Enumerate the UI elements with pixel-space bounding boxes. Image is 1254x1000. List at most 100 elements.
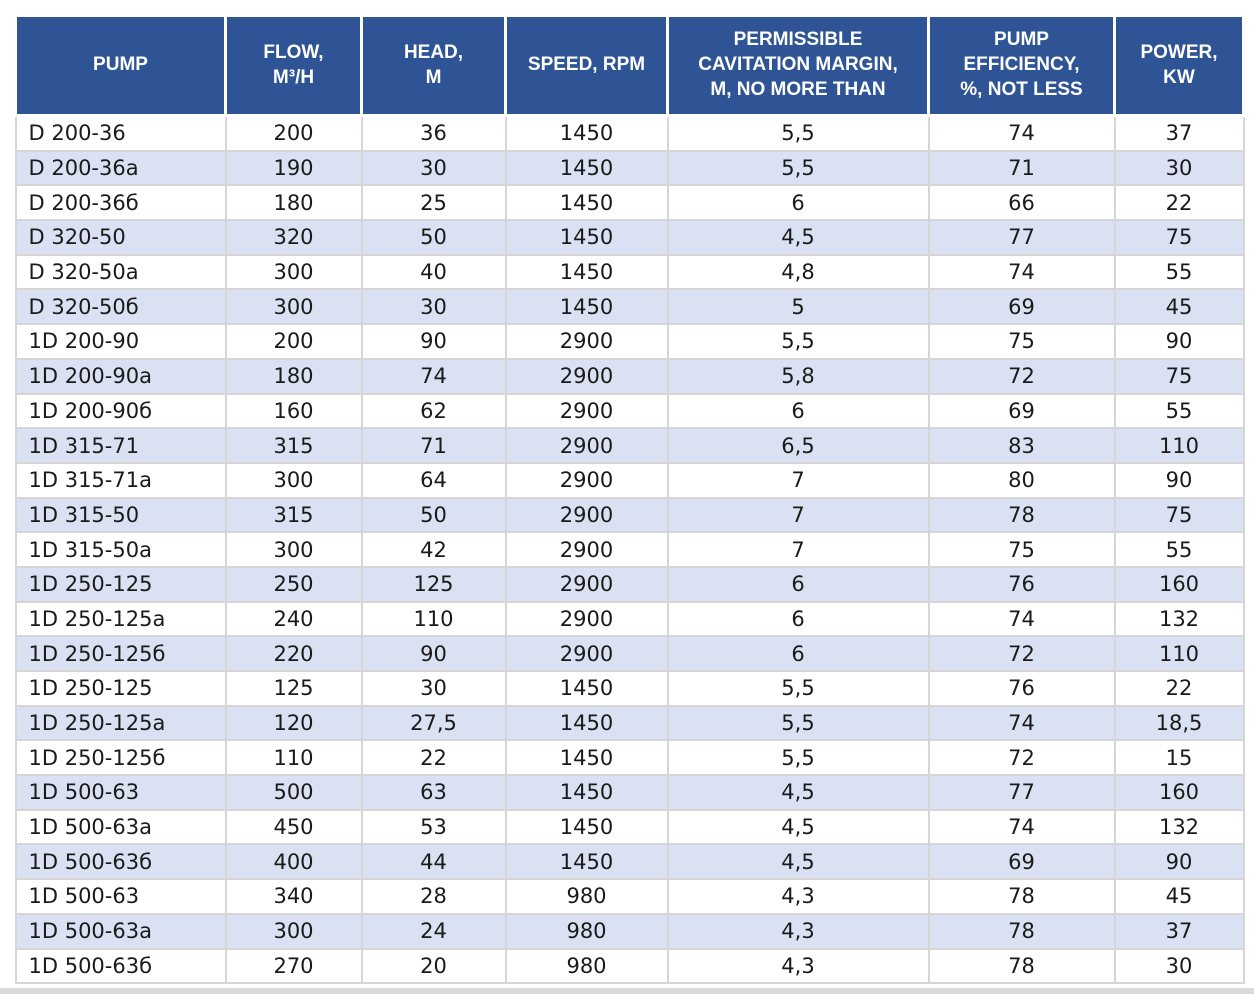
table-row: 1D 500-63a 300 24 980 4,3 78 37 [14, 912, 1245, 950]
table-row: 1D 500-63 500 63 1450 4,5 77 160 [14, 774, 1245, 811]
value-cell-flow: 300 [224, 253, 363, 291]
table-row: 1D 250-125б 110 22 1450 5,5 72 15 [14, 739, 1245, 777]
value-cell-power: 18,5 [1113, 704, 1245, 742]
table-row: 1D 315-50 315 50 2900 7 78 75 [14, 496, 1245, 534]
pump-name-cell: D 320-50a [14, 253, 227, 291]
value-cell-efficiency: 80 [927, 461, 1116, 499]
pump-name-cell: D 200-36a [14, 149, 227, 187]
pump-name-cell: 1D 315-71 [14, 427, 227, 464]
value-cell-flow: 250 [224, 565, 363, 603]
value-cell-power: 30 [1113, 149, 1245, 187]
value-cell-speed: 1450 [504, 114, 669, 152]
value-cell-head: 22 [360, 739, 507, 777]
value-cell-speed: 1450 [504, 808, 669, 846]
value-cell-flow: 300 [224, 461, 363, 499]
pump-name-cell: D 320-50б [14, 288, 227, 326]
value-cell-cavitation: 6 [666, 600, 930, 638]
value-cell-cavitation: 5 [666, 288, 930, 326]
value-cell-efficiency: 75 [927, 531, 1116, 568]
value-cell-speed: 2900 [504, 357, 669, 395]
table-row: D 200-36б 180 25 1450 6 66 22 [14, 184, 1245, 222]
bottom-divider [0, 988, 1254, 994]
value-cell-flow: 110 [224, 739, 363, 777]
value-cell-head: 64 [360, 461, 507, 499]
value-cell-flow: 315 [224, 496, 363, 534]
table-row: 1D 315-71 315 71 2900 6,5 83 110 [14, 427, 1245, 464]
value-cell-efficiency: 74 [927, 704, 1116, 742]
pump-name-cell: 1D 250-125б [14, 635, 227, 672]
value-cell-flow: 180 [224, 357, 363, 395]
pump-name-cell: D 320-50 [14, 219, 227, 256]
value-cell-cavitation: 4,5 [666, 843, 930, 881]
value-cell-efficiency: 69 [927, 843, 1116, 881]
value-cell-flow: 240 [224, 600, 363, 638]
table-row: 1D 500-63б 400 44 1450 4,5 69 90 [14, 843, 1245, 881]
pump-name-cell: D 200-36 [14, 114, 227, 152]
value-cell-power: 15 [1113, 739, 1245, 777]
value-cell-flow: 340 [224, 878, 363, 915]
value-cell-flow: 300 [224, 531, 363, 568]
value-cell-efficiency: 78 [927, 912, 1116, 950]
value-cell-flow: 500 [224, 774, 363, 811]
value-cell-power: 30 [1113, 947, 1245, 985]
value-cell-efficiency: 69 [927, 392, 1116, 430]
value-cell-head: 42 [360, 531, 507, 568]
table-row: 1D 250-125 125 30 1450 5,5 76 22 [14, 670, 1245, 707]
value-cell-cavitation: 5,5 [666, 323, 930, 360]
value-cell-efficiency: 74 [927, 253, 1116, 291]
column-header-head: HEAD, M [360, 14, 507, 117]
pump-name-cell: 1D 250-125a [14, 600, 227, 638]
value-cell-power: 160 [1113, 565, 1245, 603]
value-cell-flow: 125 [224, 670, 363, 707]
value-cell-efficiency: 76 [927, 565, 1116, 603]
value-cell-head: 74 [360, 357, 507, 395]
value-cell-cavitation: 5,5 [666, 739, 930, 777]
value-cell-speed: 1450 [504, 843, 669, 881]
pump-name-cell: 1D 315-71a [14, 461, 227, 499]
value-cell-speed: 1450 [504, 149, 669, 187]
value-cell-speed: 2900 [504, 323, 669, 360]
value-cell-power: 75 [1113, 357, 1245, 395]
pump-name-cell: 1D 500-63 [14, 878, 227, 915]
value-cell-power: 22 [1113, 670, 1245, 707]
value-cell-head: 63 [360, 774, 507, 811]
table-row: 1D 500-63a 450 53 1450 4,5 74 132 [14, 808, 1245, 846]
table-row: 1D 250-125 250 125 2900 6 76 160 [14, 565, 1245, 603]
value-cell-head: 36 [360, 114, 507, 152]
value-cell-speed: 2900 [504, 461, 669, 499]
value-cell-flow: 180 [224, 184, 363, 222]
value-cell-head: 53 [360, 808, 507, 846]
value-cell-flow: 190 [224, 149, 363, 187]
value-cell-head: 30 [360, 149, 507, 187]
value-cell-efficiency: 83 [927, 427, 1116, 464]
value-cell-speed: 2900 [504, 496, 669, 534]
value-cell-speed: 2900 [504, 600, 669, 638]
table-row: D 200-36a 190 30 1450 5,5 71 30 [14, 149, 1245, 187]
value-cell-cavitation: 5,5 [666, 670, 930, 707]
value-cell-flow: 220 [224, 635, 363, 672]
value-cell-flow: 400 [224, 843, 363, 881]
value-cell-power: 75 [1113, 219, 1245, 256]
pump-name-cell: 1D 500-63 [14, 774, 227, 811]
table-row: 1D 250-125a 120 27,5 1450 5,5 74 18,5 [14, 704, 1245, 742]
value-cell-flow: 200 [224, 114, 363, 152]
value-cell-power: 37 [1113, 114, 1245, 152]
column-header-cavitation: PERMISSIBLE CAVITATION MARGIN, M, NO MOR… [666, 14, 930, 117]
value-cell-efficiency: 78 [927, 878, 1116, 915]
value-cell-speed: 1450 [504, 184, 669, 222]
value-cell-speed: 2900 [504, 565, 669, 603]
value-cell-flow: 320 [224, 219, 363, 256]
column-header-pump: PUMP [14, 14, 227, 117]
value-cell-cavitation: 5,5 [666, 704, 930, 742]
pump-name-cell: 1D 250-125 [14, 565, 227, 603]
value-cell-head: 25 [360, 184, 507, 222]
value-cell-head: 40 [360, 253, 507, 291]
pump-name-cell: 1D 250-125б [14, 739, 227, 777]
value-cell-head: 110 [360, 600, 507, 638]
value-cell-cavitation: 4,3 [666, 912, 930, 950]
value-cell-head: 90 [360, 635, 507, 672]
value-cell-cavitation: 4,8 [666, 253, 930, 291]
pump-name-cell: 1D 500-63a [14, 912, 227, 950]
value-cell-cavitation: 6,5 [666, 427, 930, 464]
pump-specs-table: PUMP FLOW, M³/H HEAD, M SPEED, RPM PERMISSIB… [14, 14, 1245, 985]
